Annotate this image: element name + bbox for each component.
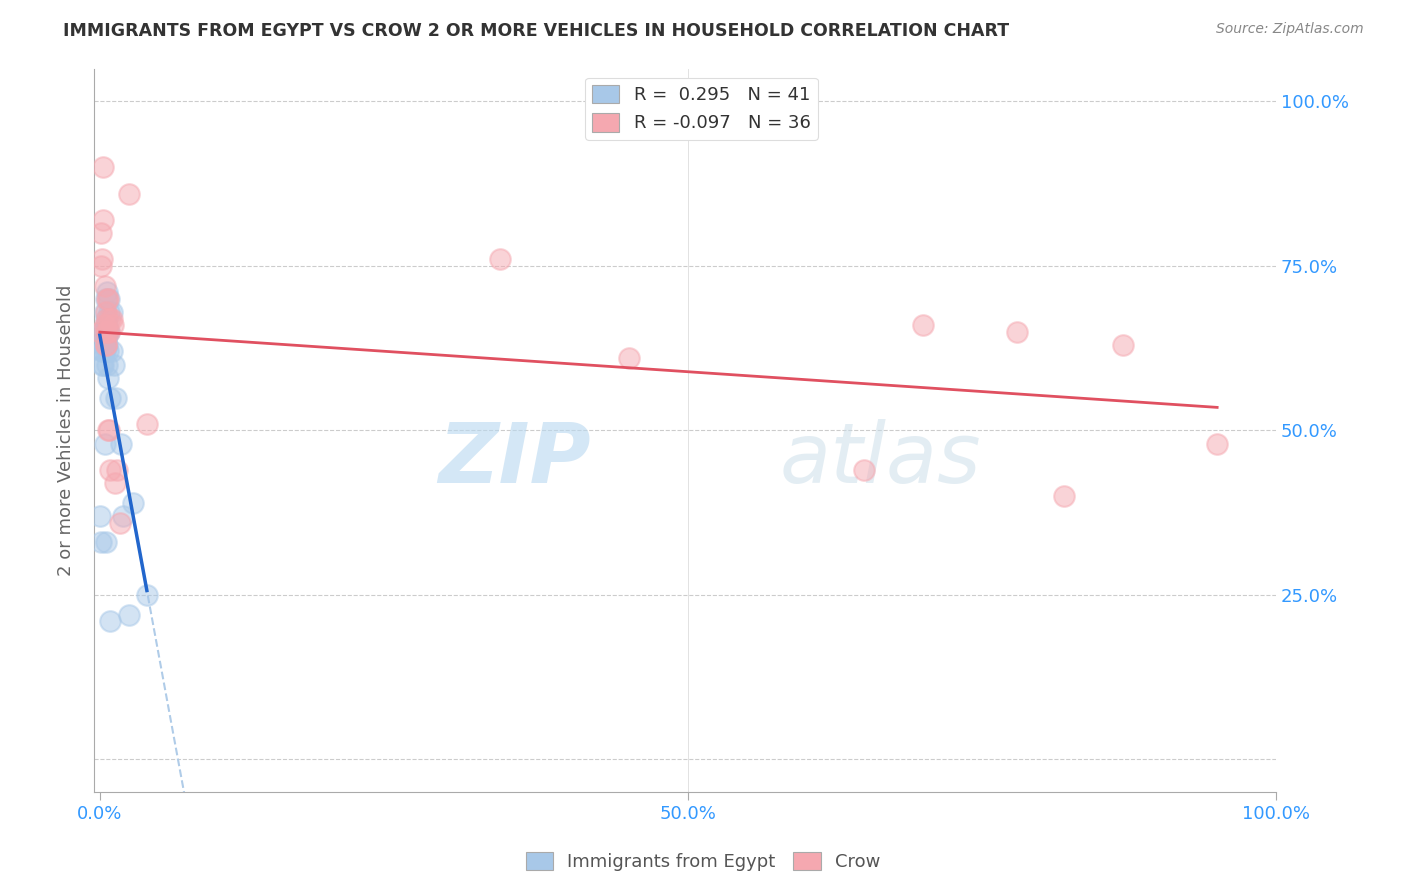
Point	[89, 508, 111, 523]
Point	[94, 305, 117, 319]
Point	[94, 331, 117, 345]
Point	[94, 325, 117, 339]
Point	[121, 496, 143, 510]
Point	[135, 588, 157, 602]
Legend: R =  0.295   N = 41, R = -0.097   N = 36: R = 0.295 N = 41, R = -0.097 N = 36	[585, 78, 818, 140]
Point	[91, 358, 114, 372]
Point	[93, 318, 115, 332]
Point	[91, 358, 114, 372]
Point	[97, 344, 120, 359]
Legend: Immigrants from Egypt, Crow: Immigrants from Egypt, Crow	[519, 845, 887, 879]
Point	[96, 338, 118, 352]
Point	[100, 311, 122, 326]
Point	[1053, 489, 1076, 503]
Point	[93, 325, 115, 339]
Point	[94, 318, 117, 332]
Point	[94, 338, 117, 352]
Point	[100, 391, 122, 405]
Point	[90, 535, 112, 549]
Point	[98, 424, 121, 438]
Point	[91, 160, 114, 174]
Point	[107, 463, 129, 477]
Point	[94, 331, 117, 345]
Point	[93, 331, 115, 345]
Text: IMMIGRANTS FROM EGYPT VS CROW 2 OR MORE VEHICLES IN HOUSEHOLD CORRELATION CHART: IMMIGRANTS FROM EGYPT VS CROW 2 OR MORE …	[63, 22, 1010, 40]
Point	[98, 325, 121, 339]
Point	[912, 318, 935, 332]
Point	[91, 252, 114, 267]
Point	[853, 463, 876, 477]
Point	[118, 186, 141, 201]
Point	[96, 292, 118, 306]
Point	[108, 516, 131, 530]
Point	[98, 305, 121, 319]
Point	[94, 535, 117, 549]
Point	[103, 358, 125, 372]
Point	[101, 318, 124, 332]
Point	[93, 344, 115, 359]
Point	[94, 338, 117, 352]
Point	[105, 391, 128, 405]
Text: ZIP: ZIP	[437, 419, 591, 500]
Text: atlas: atlas	[779, 419, 981, 500]
Point	[1206, 436, 1229, 450]
Point	[91, 338, 114, 352]
Point	[96, 325, 118, 339]
Point	[97, 371, 120, 385]
Point	[96, 318, 118, 332]
Point	[617, 351, 640, 365]
Point	[96, 285, 118, 300]
Point	[100, 305, 122, 319]
Point	[94, 311, 117, 326]
Point	[91, 325, 114, 339]
Point	[96, 325, 118, 339]
Point	[100, 614, 122, 628]
Point	[112, 508, 135, 523]
Point	[91, 212, 114, 227]
Point	[97, 424, 120, 438]
Point	[90, 226, 112, 240]
Point	[488, 252, 510, 267]
Point	[93, 436, 115, 450]
Point	[96, 311, 118, 326]
Point	[98, 325, 121, 339]
Point	[118, 607, 141, 622]
Point	[100, 463, 122, 477]
Point	[91, 344, 114, 359]
Point	[89, 325, 111, 339]
Point	[93, 305, 115, 319]
Point	[100, 344, 122, 359]
Point	[91, 344, 114, 359]
Point	[100, 311, 122, 326]
Text: Source: ZipAtlas.com: Source: ZipAtlas.com	[1216, 22, 1364, 37]
Point	[110, 436, 132, 450]
Point	[1112, 338, 1135, 352]
Point	[90, 259, 112, 273]
Point	[135, 417, 157, 431]
Y-axis label: 2 or more Vehicles in Household: 2 or more Vehicles in Household	[58, 285, 75, 576]
Point	[94, 292, 117, 306]
Point	[93, 278, 115, 293]
Point	[98, 292, 121, 306]
Point	[97, 292, 120, 306]
Point	[96, 358, 118, 372]
Point	[1005, 325, 1028, 339]
Point	[97, 325, 120, 339]
Point	[104, 476, 127, 491]
